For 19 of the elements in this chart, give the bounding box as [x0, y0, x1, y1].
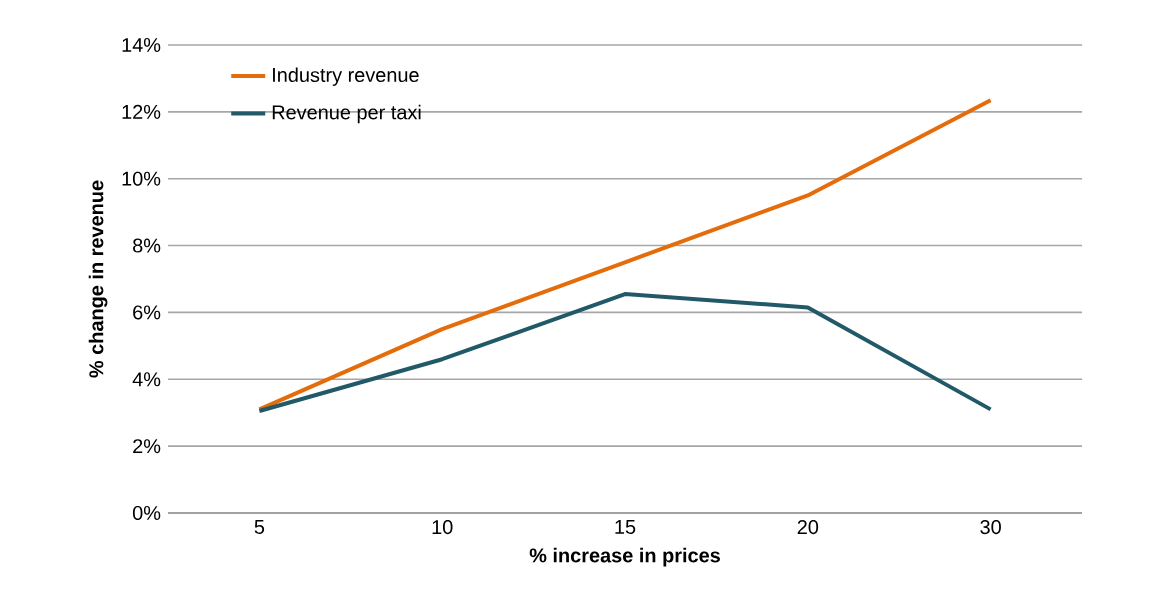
y-tick-label: 4% — [132, 372, 161, 387]
legend-label: Industry revenue — [273, 67, 419, 86]
line-series — [257, 292, 993, 414]
y-tick-label: 2% — [133, 439, 161, 454]
y-tick-label: 0% — [132, 505, 161, 521]
y-tick-label: 12% — [122, 104, 161, 119]
x-tick-label: 15 — [615, 520, 636, 534]
y-tick-label: 14% — [122, 38, 161, 52]
legend-label: Revenue per taxi — [272, 104, 421, 124]
x-tick-label: 5 — [254, 520, 265, 534]
line-series — [257, 98, 993, 412]
y-tick-label: 10% — [122, 171, 161, 186]
x-tick-label: 30 — [980, 520, 1001, 535]
y-tick-label: 8% — [133, 238, 161, 253]
x-tick-label: 10 — [432, 520, 453, 535]
x-tick-label: 20 — [797, 520, 819, 535]
x-axis-title: % increase in prices — [529, 547, 720, 567]
y-tick-label: 6% — [133, 305, 161, 320]
y-axis-title: % change in revenue — [88, 180, 108, 378]
